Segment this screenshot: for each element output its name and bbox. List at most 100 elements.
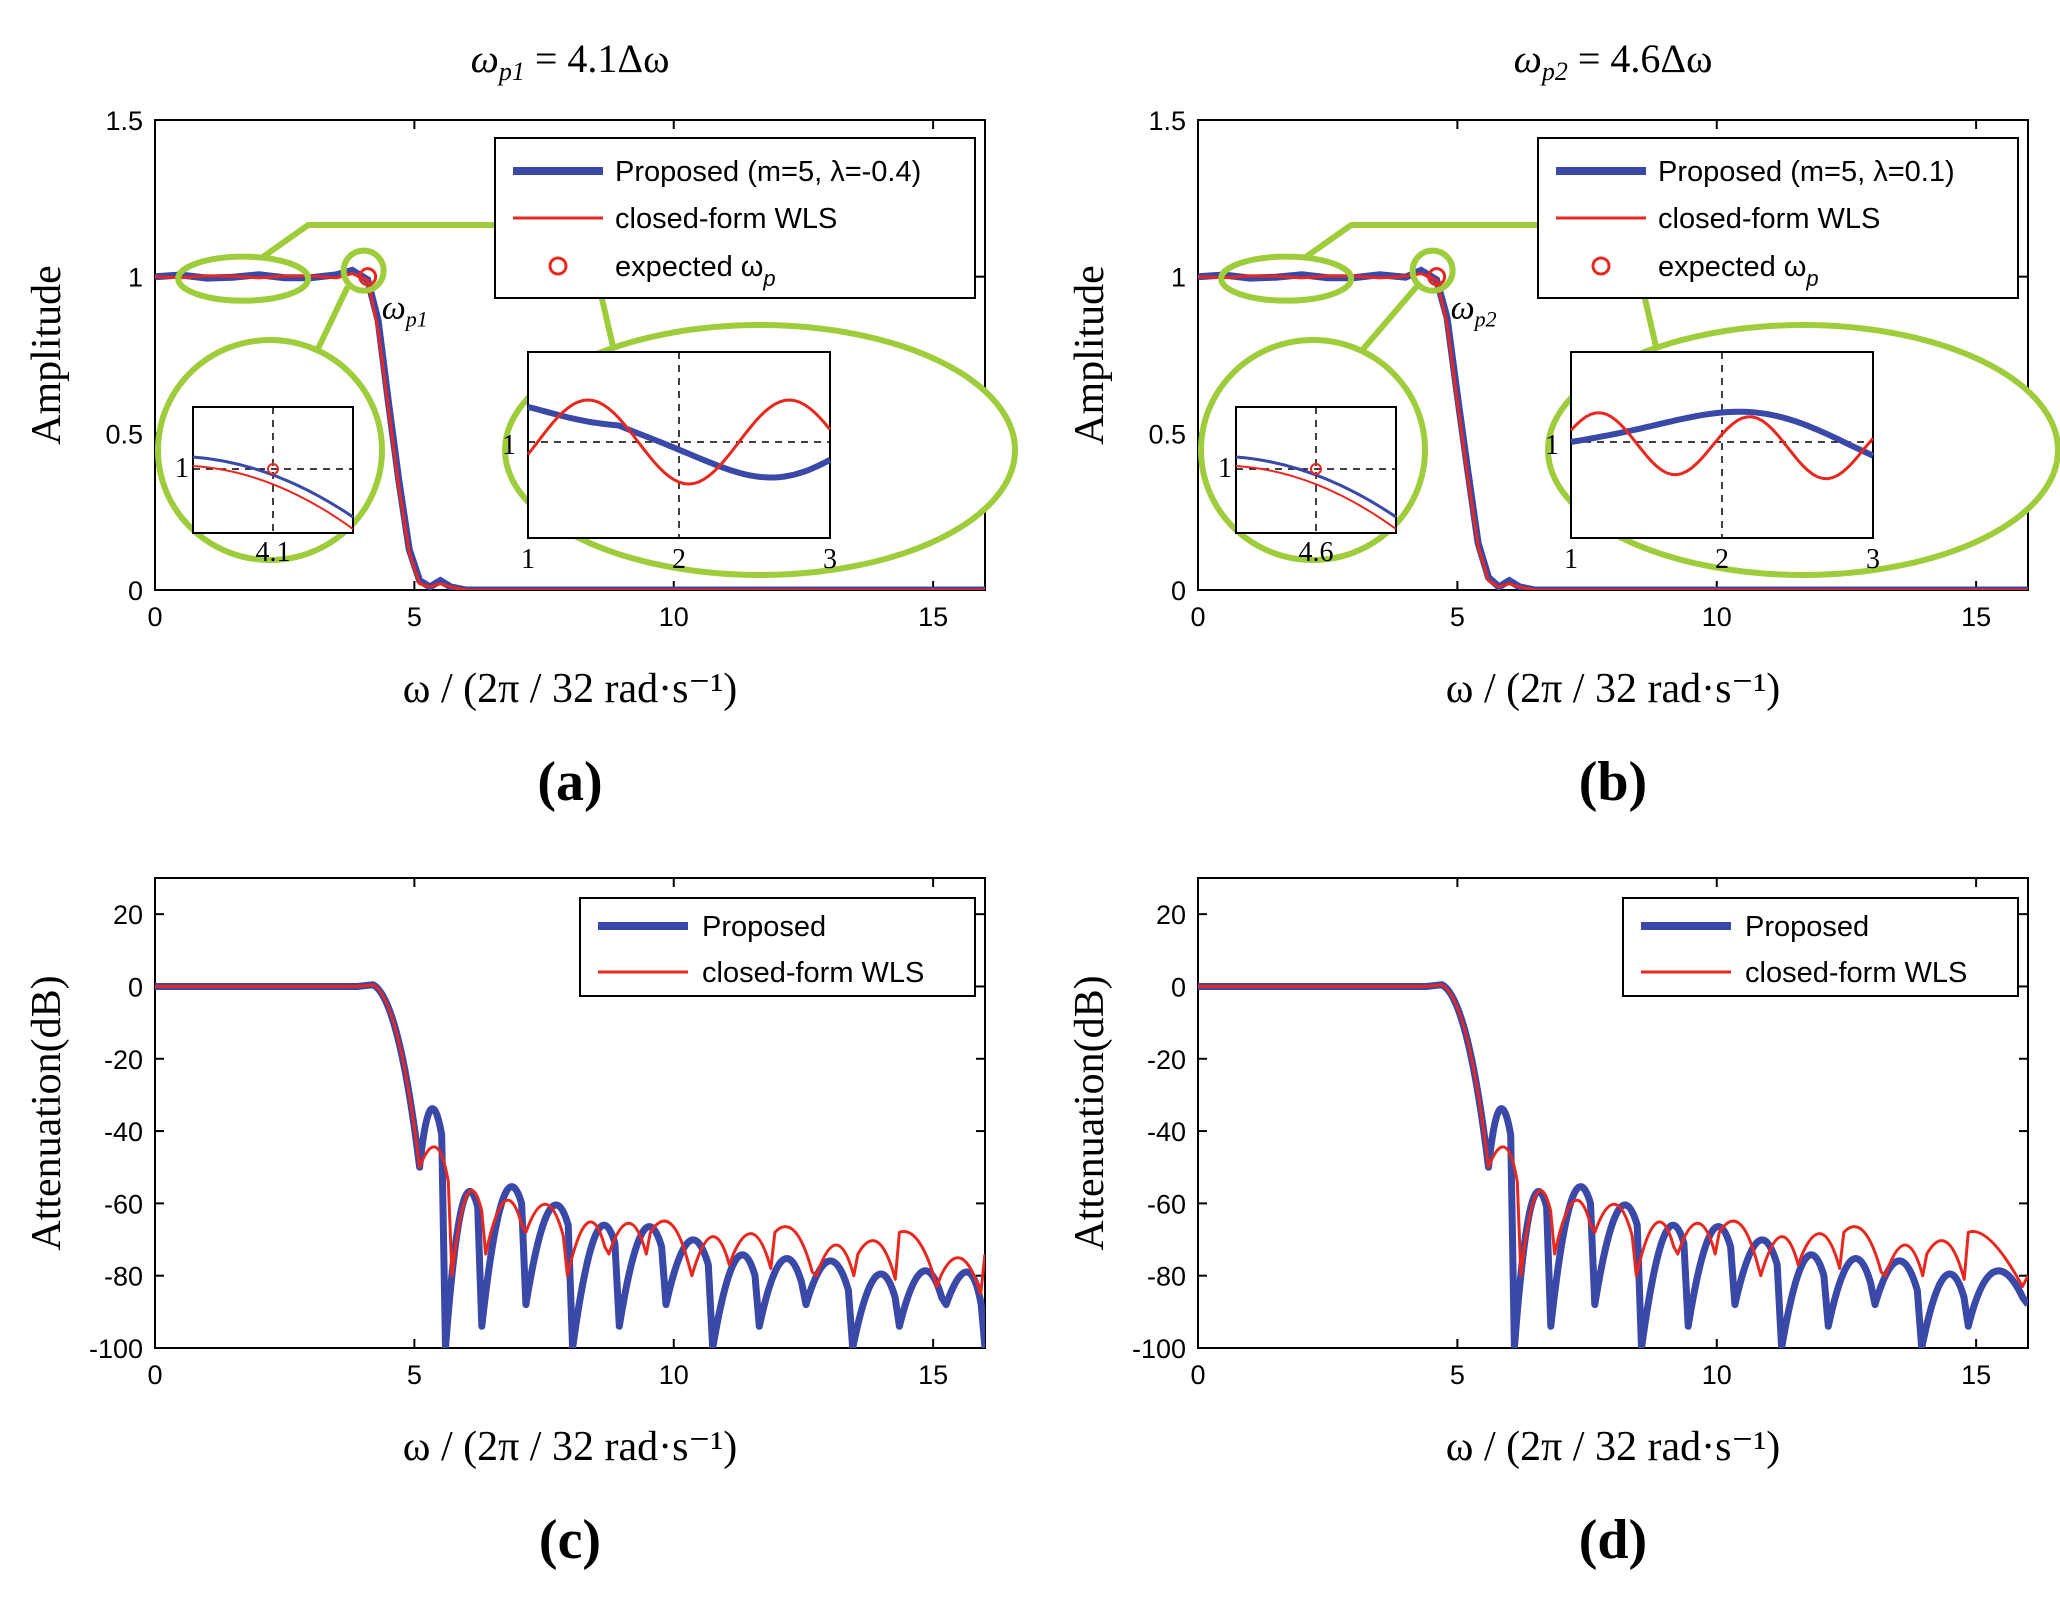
text-span: p1: [404, 307, 428, 332]
panel-label: (b): [1579, 751, 1647, 813]
y-tick-label: 0: [1171, 576, 1186, 606]
text-span: = 4.6Δω: [1568, 36, 1713, 81]
legend-expected-swatch: [1591, 256, 1611, 276]
inset-right-xtick: 1: [521, 544, 535, 575]
y-tick-label: -80: [1147, 1262, 1186, 1292]
legend-proposed-label: Proposed: [1745, 911, 1869, 943]
y-tick-label: 20: [113, 900, 143, 930]
x-tick-label: 10: [1702, 602, 1732, 632]
x-tick-label: 10: [659, 602, 689, 632]
x-axis-label: ω / (2π / 32 rad·s⁻¹): [1446, 666, 1780, 712]
y-tick-label: -80: [104, 1262, 143, 1292]
text-span: = 4.1Δω: [525, 36, 670, 81]
x-tick-label: 5: [407, 1360, 422, 1390]
wls-curve: [1198, 983, 2028, 1288]
y-tick-label: 1.5: [1148, 106, 1186, 136]
inset-left-xtick: 4.6: [1299, 537, 1334, 568]
x-tick-label: 10: [1702, 1360, 1732, 1390]
legend-box: [1622, 897, 2019, 997]
zoom-connector-right: [261, 222, 623, 378]
expected-wp-label: ωp2: [1451, 290, 1497, 332]
inset-right-xtick: 3: [823, 544, 837, 575]
y-tick-label: 0.5: [105, 419, 143, 449]
legend-wls-label: closed-form WLS: [1745, 957, 1967, 989]
inset-right-wls: [526, 398, 832, 486]
y-tick-label: -40: [104, 1117, 143, 1147]
y-tick-label: 0: [1171, 972, 1186, 1002]
legend-expected-label: expected ωp: [615, 251, 776, 291]
y-axis-label: Amplitude: [1067, 265, 1113, 445]
inset-right-proposed: [527, 404, 832, 481]
inset-right-xtick: 2: [1715, 544, 1729, 575]
x-tick-label: 0: [147, 1360, 162, 1390]
zoom-connector-left: [1355, 284, 1419, 357]
panel-title: ωp1 = 4.1Δω: [471, 36, 670, 86]
panel-title: ωp2 = 4.6Δω: [1514, 36, 1713, 86]
panel-label: (c): [539, 1509, 601, 1571]
zoom-ellipse-passband: [1218, 253, 1355, 304]
inset-right-xtick: 3: [1866, 544, 1880, 575]
wls-curve: [155, 983, 985, 1296]
y-tick-label: -20: [1147, 1045, 1186, 1075]
inset-left-marker: [267, 463, 279, 475]
text-span: ω: [1514, 36, 1542, 81]
expected-wp-label: ωp1: [382, 290, 428, 332]
x-tick-label: 5: [1450, 602, 1465, 632]
legend-expected-swatch: [548, 256, 568, 276]
zoom-circle-edge: [1409, 247, 1456, 294]
zoom-connector-left: [312, 285, 351, 357]
x-tick-label: 15: [1961, 602, 1991, 632]
y-tick-label: 0: [128, 576, 143, 606]
x-axis-label: ω / (2π / 32 rad·s⁻¹): [403, 666, 737, 712]
panel-label: (a): [537, 751, 602, 813]
text-span: ω: [1451, 290, 1475, 327]
y-tick-label: -20: [104, 1045, 143, 1075]
legend-proposed-label: Proposed (m=5, λ=-0.4): [615, 156, 921, 188]
x-tick-label: 0: [1190, 602, 1205, 632]
y-axis-label: Attenuation(dB): [1067, 975, 1113, 1250]
text-span: p2: [1540, 57, 1568, 86]
panel-b: 0 5 10 15 0 0.5 1 1.5 ω / (2π / 32 rad·s⁻¹) Ampli…: [1067, 36, 2060, 813]
legend-box: [579, 897, 976, 997]
text-span: p: [762, 266, 775, 291]
x-tick-label: 5: [1450, 1360, 1465, 1390]
inset-right-ytick: 1: [502, 430, 516, 461]
expected-wp-marker: [358, 267, 378, 287]
zoom-ellipse-passband: [175, 253, 312, 304]
legend-proposed-label: Proposed (m=5, λ=0.1): [1658, 156, 1955, 188]
panel-a: 0 5 10 15 0 0.5 1 1.5 ω / (2π / 32 rad·s⁻¹) Ampli…: [24, 36, 1018, 813]
inset-right-xtick: 1: [1564, 544, 1578, 575]
inset-left-xtick: 4.1: [256, 537, 291, 568]
y-tick-label: 0: [128, 972, 143, 1002]
y-tick-label: 1.5: [105, 106, 143, 136]
text-span: ω: [382, 290, 406, 327]
y-tick-label: -40: [1147, 1117, 1186, 1147]
text-span: p2: [1473, 307, 1497, 332]
x-tick-label: 0: [147, 602, 162, 632]
legend-wls-label: closed-form WLS: [1658, 203, 1880, 235]
inset-left-wls: [1235, 465, 1397, 530]
inset-right-ytick: 1: [1545, 430, 1559, 461]
legend-wls-label: closed-form WLS: [615, 203, 837, 235]
panel-d: 0 5 10 15 -100 -80 -60 -40 -20 0 20 ω / (2π / 32 ra…: [1067, 877, 2029, 1571]
y-tick-label: -60: [104, 1189, 143, 1219]
legend-wls-label: closed-form WLS: [702, 957, 924, 989]
wls-curve: [1198, 271, 2028, 590]
x-tick-label: 10: [659, 1360, 689, 1390]
text-span: p1: [497, 57, 525, 86]
inset-left-ytick: 1: [175, 453, 189, 484]
y-tick-label: 1: [128, 263, 143, 293]
expected-wp-marker: [1427, 267, 1447, 287]
panel-label: (d): [1579, 1509, 1647, 1571]
x-tick-label: 0: [1190, 1360, 1205, 1390]
y-tick-label: -100: [1132, 1334, 1186, 1364]
inset-left-wls: [192, 465, 354, 530]
panel-c: 0 5 10 15 -100 -80 -60 -40 -20 0 20 ω / (2π / 32 ra…: [24, 877, 986, 1571]
wls-curve: [155, 271, 985, 590]
inset-right-wls: [1569, 411, 1875, 481]
y-tick-label: 1: [1171, 263, 1186, 293]
inset-left-marker: [1310, 463, 1322, 475]
x-tick-label: 15: [1961, 1360, 1991, 1390]
y-tick-label: 20: [1156, 900, 1186, 930]
